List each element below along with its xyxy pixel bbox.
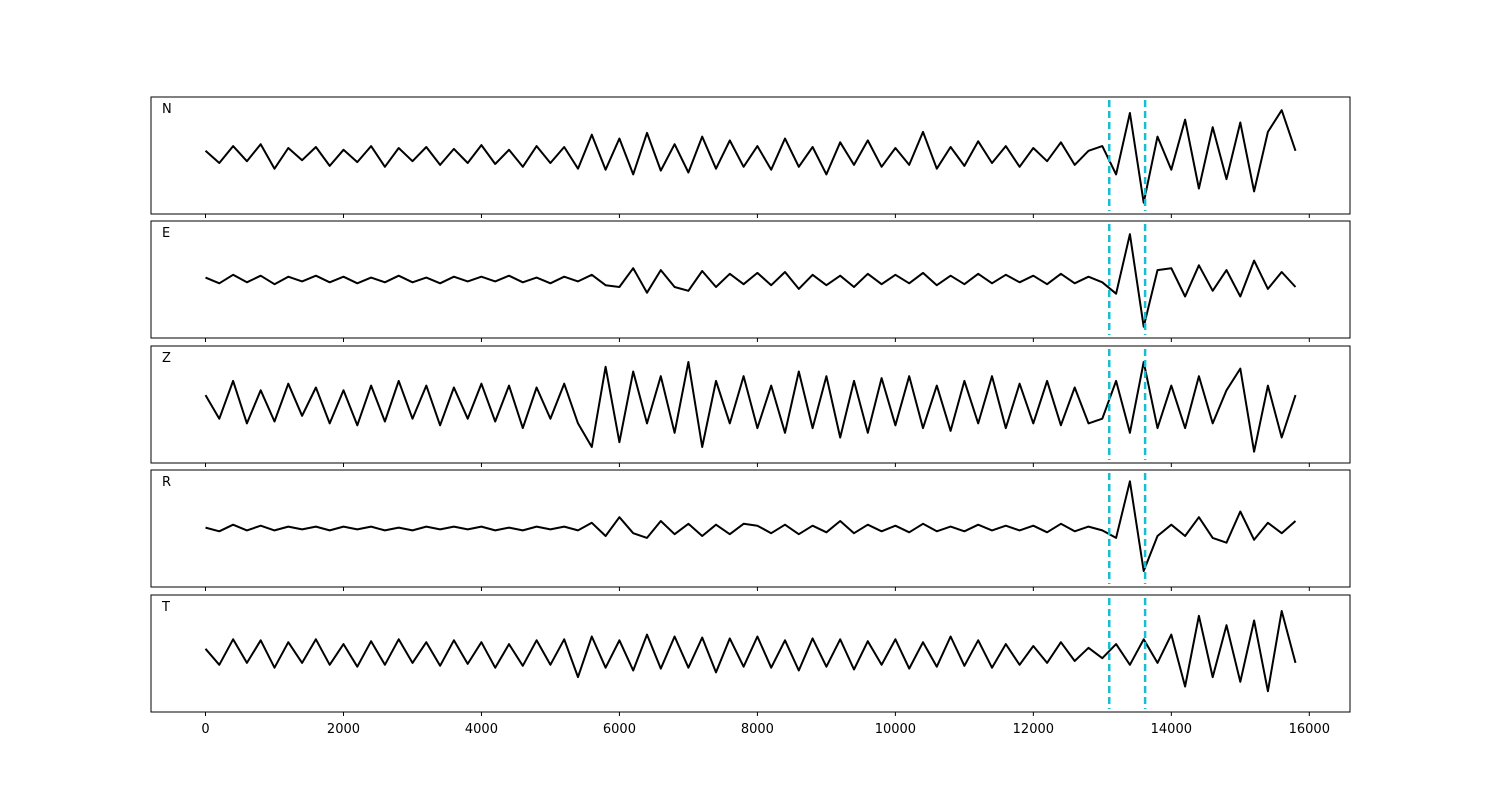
waveform <box>205 233 1297 328</box>
x-tick-label: 4000 <box>465 722 498 737</box>
panel-label: T <box>161 600 170 615</box>
panel-frame <box>150 594 1351 713</box>
x-tick-label: 2000 <box>327 722 360 737</box>
panel-label: R <box>162 475 171 490</box>
x-tick-label: 16000 <box>1289 722 1330 737</box>
panel-frame <box>150 469 1351 588</box>
panel-label: Z <box>162 351 171 366</box>
panel-frame <box>150 345 1351 464</box>
waveform <box>204 610 1297 693</box>
waveform <box>204 109 1297 204</box>
x-tick-label: 12000 <box>1013 722 1054 737</box>
panel-frame <box>150 220 1351 339</box>
x-tick-label: 0 <box>201 722 209 737</box>
panel-label: N <box>162 102 172 117</box>
panel-label: E <box>162 226 170 241</box>
waveform <box>204 361 1297 453</box>
x-tick-label: 6000 <box>603 722 636 737</box>
waveform <box>205 480 1297 572</box>
x-tick-label: 14000 <box>1151 722 1192 737</box>
x-tick-label: 10000 <box>875 722 916 737</box>
panel-frame <box>150 96 1351 215</box>
x-tick-label: 8000 <box>741 722 774 737</box>
